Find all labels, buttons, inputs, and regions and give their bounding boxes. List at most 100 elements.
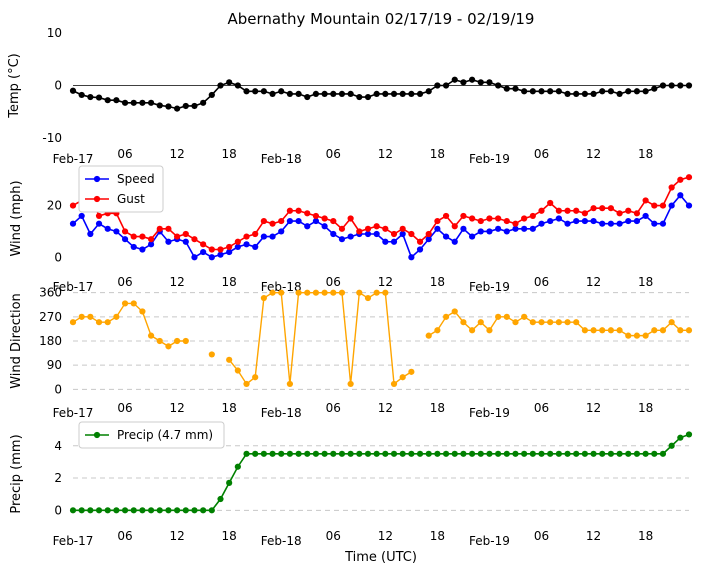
precip-data-point [373, 450, 380, 457]
temp-data-point [416, 90, 424, 97]
temp-data-point [95, 94, 103, 101]
wind-data-point [226, 243, 233, 251]
wind-data-point [321, 215, 328, 222]
direction-data-point [651, 327, 658, 334]
temp-x-tick-label: Feb-19 [469, 152, 510, 166]
wind-legend-label: Gust [117, 192, 145, 206]
wind-data-point [182, 238, 189, 245]
wind-data-point [69, 202, 77, 209]
wind-x-tick-label: Feb-19 [469, 280, 510, 294]
direction-data-point [243, 380, 250, 388]
temp-x-tick-label: 18 [430, 147, 445, 161]
direction-data-point [547, 319, 554, 326]
direction-data-point [399, 374, 406, 381]
direction-data-point [78, 313, 85, 320]
wind-data-point [503, 217, 510, 225]
temp-data-point [113, 97, 120, 104]
precip-x-tick-label: 18 [430, 529, 445, 543]
wind-data-point [252, 243, 259, 251]
precip-data-point [130, 507, 137, 514]
precip-data-point [495, 450, 502, 457]
temp-data-point [555, 88, 562, 95]
wind-data-point [425, 230, 432, 238]
wind-data-point [217, 246, 224, 253]
temp-data-point [434, 82, 441, 89]
wind-data-point [625, 217, 632, 225]
precip-data-point [338, 450, 346, 457]
wind-data-point [451, 223, 458, 230]
wind-y-axis-label: Wind (mph) [9, 180, 24, 256]
wind-data-point [581, 217, 588, 225]
temp-data-point [460, 79, 467, 86]
precip-y-axis-label: Precip (mm) [9, 434, 24, 513]
precip-data-point [208, 507, 215, 514]
wind-data-point [278, 228, 285, 235]
direction-data-point [113, 313, 120, 320]
precip-data-point [651, 450, 658, 457]
wind-data-point [642, 212, 649, 220]
precip-y-tick-label: 2 [54, 471, 62, 485]
wind-data-point [121, 228, 129, 235]
wind-x-tick-label: 06 [117, 275, 132, 289]
wind-data-point [165, 238, 172, 245]
temp-data-point [442, 82, 450, 89]
precip-data-point [442, 450, 450, 457]
precip-data-point [200, 507, 207, 514]
wind-data-point [113, 228, 120, 235]
wind-data-point [521, 215, 528, 222]
wind-data-point [434, 217, 441, 225]
wind-data-point [174, 233, 181, 240]
precip-data-point [468, 450, 476, 457]
precip-data-point [104, 507, 111, 514]
temp-data-point [286, 90, 294, 97]
wind-data-point [269, 220, 276, 227]
precip-data-point [451, 450, 458, 457]
direction-data-point [174, 337, 181, 345]
wind-data-point [503, 228, 510, 235]
temp-data-point [477, 79, 484, 86]
precip-data-point [625, 450, 632, 457]
wind-data-point [512, 225, 519, 232]
temp-data-point [564, 90, 571, 97]
temp-data-point [174, 105, 181, 112]
precip-data-point [356, 450, 363, 457]
direction-y-tick-label: 270 [39, 310, 62, 324]
direction-data-point [382, 289, 389, 296]
wind-data-point [685, 202, 693, 209]
temp-data-point [139, 99, 146, 106]
direction-data-point [625, 332, 632, 339]
wind-data-point [226, 248, 233, 256]
precip-x-tick-label: 12 [586, 529, 601, 543]
temp-data-point [677, 82, 684, 89]
direction-data-point [269, 289, 276, 296]
wind-data-point [200, 241, 207, 248]
temp-x-tick-label: 12 [586, 147, 601, 161]
direction-data-point [390, 380, 398, 388]
precip-legend-box [78, 421, 225, 449]
temp-data-point [347, 90, 354, 97]
precip-data-point [312, 450, 320, 457]
precip-x-tick-label: 18 [638, 529, 653, 543]
temp-data-point [147, 99, 155, 106]
temp-data-point [651, 85, 658, 92]
wind-data-point [633, 217, 641, 225]
wind-data-point [651, 220, 658, 227]
direction-y-tick-label: 180 [39, 334, 62, 348]
wind-data-point [529, 225, 536, 232]
temp-x-tick-label: 18 [638, 147, 653, 161]
precip-panel: 0 2 4 Precip (mm) Feb-17 06 12 18 Feb-18 06 12 18 Fe… [9, 421, 693, 548]
temp-data-point [165, 103, 172, 110]
direction-data-point [234, 367, 241, 374]
direction-series-line [228, 291, 412, 386]
wind-data-point [208, 246, 215, 253]
wind-data-point [87, 230, 94, 238]
precip-data-point [69, 507, 77, 514]
precip-data-point [95, 507, 103, 514]
wind-data-point [312, 212, 320, 220]
direction-data-point [139, 308, 146, 315]
temp-data-point [217, 82, 224, 89]
temp-data-point [269, 90, 276, 97]
precip-data-point [364, 450, 372, 457]
temp-data-point [382, 90, 389, 97]
